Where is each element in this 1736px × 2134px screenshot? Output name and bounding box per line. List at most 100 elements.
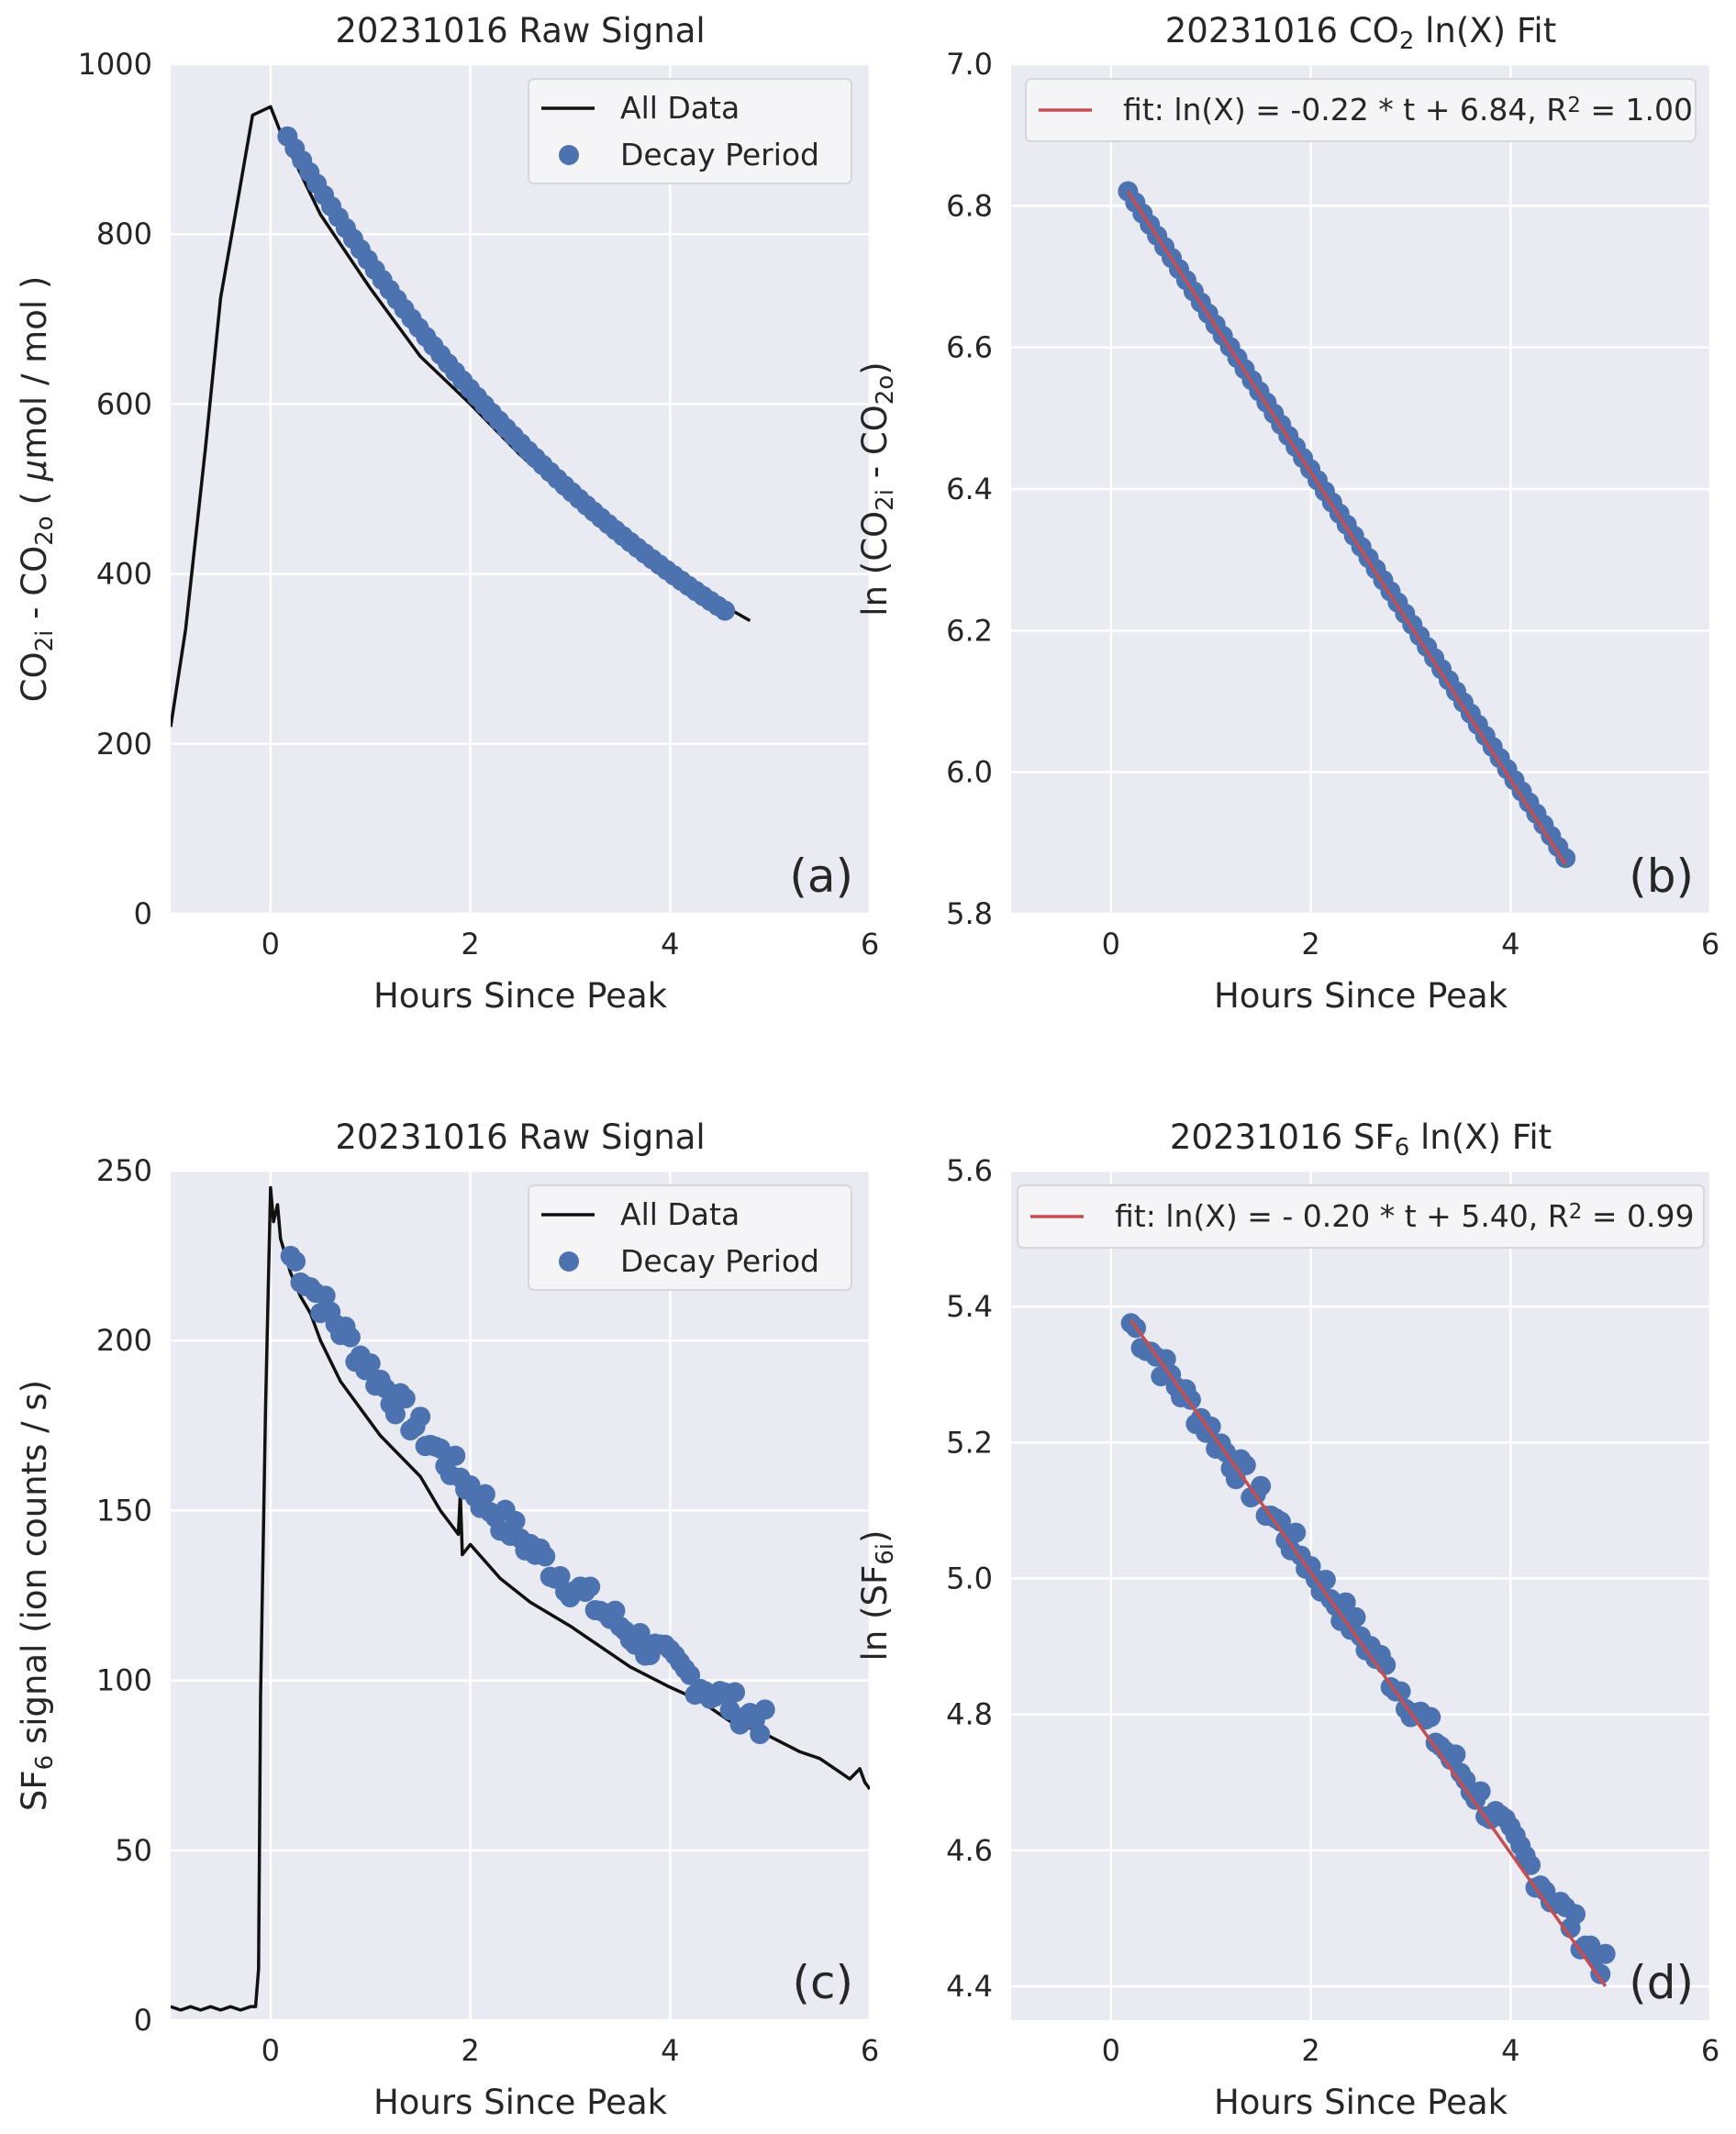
panel-d: 0 2 4 6 4.4 4.6 4.8 5.0 5.2 5.4 5.6 20231016 SF6 ln… — [855, 1117, 1719, 2122]
data-point — [1285, 1522, 1307, 1543]
y-tick-label: 6.2 — [946, 613, 993, 648]
y-tick-label: 6.8 — [946, 188, 993, 223]
panel-b: 0 2 4 6 5.8 6.0 6.2 6.4 6.6 6.8 7.0 20231016 CO2 ln… — [855, 11, 1719, 1016]
data-point — [750, 1724, 771, 1745]
data-point — [1520, 1854, 1541, 1875]
x-tick-label: 6 — [861, 927, 879, 961]
data-point — [715, 600, 736, 621]
y-tick-label: 4.8 — [946, 1697, 993, 1732]
panel-label: (a) — [789, 850, 853, 903]
y-tick-label: 7.0 — [946, 47, 993, 82]
panel-label: (d) — [1629, 1956, 1694, 2009]
gridlines — [171, 62, 872, 916]
y-tick-label: 600 — [96, 386, 152, 421]
y-tick-label: 0 — [134, 896, 152, 931]
y-axis-label: ln (CO2i - CO2o) — [855, 361, 899, 616]
y-tick-label: 6.0 — [946, 755, 993, 790]
data-point — [725, 1682, 746, 1703]
data-point — [535, 1546, 556, 1567]
y-axis-label: SF6 signal (ion counts / s) — [15, 1380, 59, 1811]
panel-a: 0 2 4 6 0 200 400 600 800 1000 20231016 Raw Signal… — [15, 11, 879, 1016]
x-tick-label: 0 — [1102, 927, 1120, 961]
legend-box — [528, 1184, 852, 1291]
legend-label: All Data — [620, 90, 740, 126]
x-tick-label: 4 — [1501, 2033, 1519, 2068]
plot-area — [171, 64, 870, 914]
x-tick-label: 6 — [861, 2033, 879, 2068]
data-point — [605, 1600, 626, 1621]
y-tick-label: 200 — [96, 1323, 152, 1358]
x-tick-label: 0 — [262, 2033, 280, 2068]
panel-c: 0 2 4 6 0 50 100 150 200 250 20231016 Raw Signal Ho… — [15, 1117, 879, 2122]
data-point — [1235, 1455, 1256, 1476]
chart-title: 20231016 Raw Signal — [335, 1117, 705, 1157]
data-point — [1335, 1592, 1356, 1613]
data-layer — [171, 1185, 870, 2012]
fit-line — [1130, 1318, 1608, 1987]
data-point — [629, 1623, 651, 1644]
x-tick-label: 2 — [461, 927, 479, 961]
series-line-all-data — [171, 1185, 870, 2012]
x-tick-label: 4 — [661, 927, 679, 961]
data-layer — [1120, 1313, 1616, 1987]
data-point — [580, 1576, 601, 1597]
y-tick-label: 5.6 — [946, 1153, 993, 1188]
data-point — [1345, 1606, 1366, 1628]
y-tick-label: 5.0 — [946, 1561, 993, 1595]
data-point — [1390, 1681, 1411, 1702]
x-axis-label: Hours Since Peak — [1214, 2083, 1508, 2122]
x-axis-label: Hours Since Peak — [1214, 976, 1508, 1016]
y-tick-label: 200 — [96, 727, 152, 761]
data-point — [1590, 1963, 1611, 1984]
data-point — [410, 1406, 431, 1428]
data-point — [384, 1404, 406, 1425]
legend-label: Decay Period — [620, 137, 819, 172]
data-point — [1375, 1654, 1397, 1675]
legend-box — [528, 78, 852, 184]
y-tick-label: 6.4 — [946, 472, 993, 506]
legend-box — [1025, 78, 1697, 142]
y-tick-label: 0 — [134, 2003, 152, 2038]
legend-label: fit: ln(X) = -0.22 * t + 6.84, R2 = 1.00 — [1123, 92, 1693, 128]
y-tick-label: 4.6 — [946, 1833, 993, 1868]
legend-point-swatch — [559, 145, 579, 165]
gridlines — [1011, 1169, 1712, 2020]
legend-label: All Data — [620, 1196, 740, 1232]
data-point — [285, 1250, 306, 1272]
x-tick-label: 4 — [661, 2033, 679, 2068]
y-tick-label: 1000 — [78, 47, 152, 82]
data-point — [1565, 1904, 1586, 1925]
data-point — [550, 1565, 571, 1586]
data-point — [754, 1699, 775, 1720]
x-axis-label: Hours Since Peak — [373, 976, 668, 1016]
data-point — [1251, 1475, 1272, 1496]
data-point — [360, 1353, 381, 1374]
data-layer — [1118, 181, 1576, 869]
data-point — [680, 1664, 701, 1685]
y-tick-label: 5.4 — [946, 1289, 993, 1324]
y-tick-label: 800 — [96, 217, 152, 251]
plot-area — [1011, 1171, 1710, 2020]
data-point — [505, 1510, 526, 1531]
y-tick-label: 100 — [96, 1663, 152, 1698]
data-point — [1315, 1569, 1336, 1590]
legend-label: Decay Period — [620, 1243, 819, 1279]
y-tick-label: 400 — [96, 557, 152, 592]
x-tick-label: 2 — [461, 2033, 479, 2068]
data-point — [1420, 1706, 1441, 1728]
data-point — [474, 1484, 495, 1505]
data-point — [445, 1445, 466, 1466]
x-tick-label: 0 — [1102, 2033, 1120, 2068]
data-point — [1270, 1511, 1291, 1532]
x-axis-label: Hours Since Peak — [373, 2083, 668, 2122]
x-tick-label: 0 — [262, 927, 280, 961]
chart-title: 20231016 SF6 ln(X) Fit — [1170, 1117, 1552, 1161]
data-point — [1445, 1744, 1466, 1765]
y-tick-label: 5.8 — [946, 896, 993, 931]
data-layer — [171, 105, 751, 728]
x-tick-label: 6 — [1701, 2033, 1719, 2068]
gridlines — [171, 1169, 872, 2022]
data-point — [429, 1438, 451, 1459]
y-axis-label: CO2i - CO2o ( μmol / mol ) — [15, 276, 59, 703]
data-point — [1595, 1943, 1616, 1964]
